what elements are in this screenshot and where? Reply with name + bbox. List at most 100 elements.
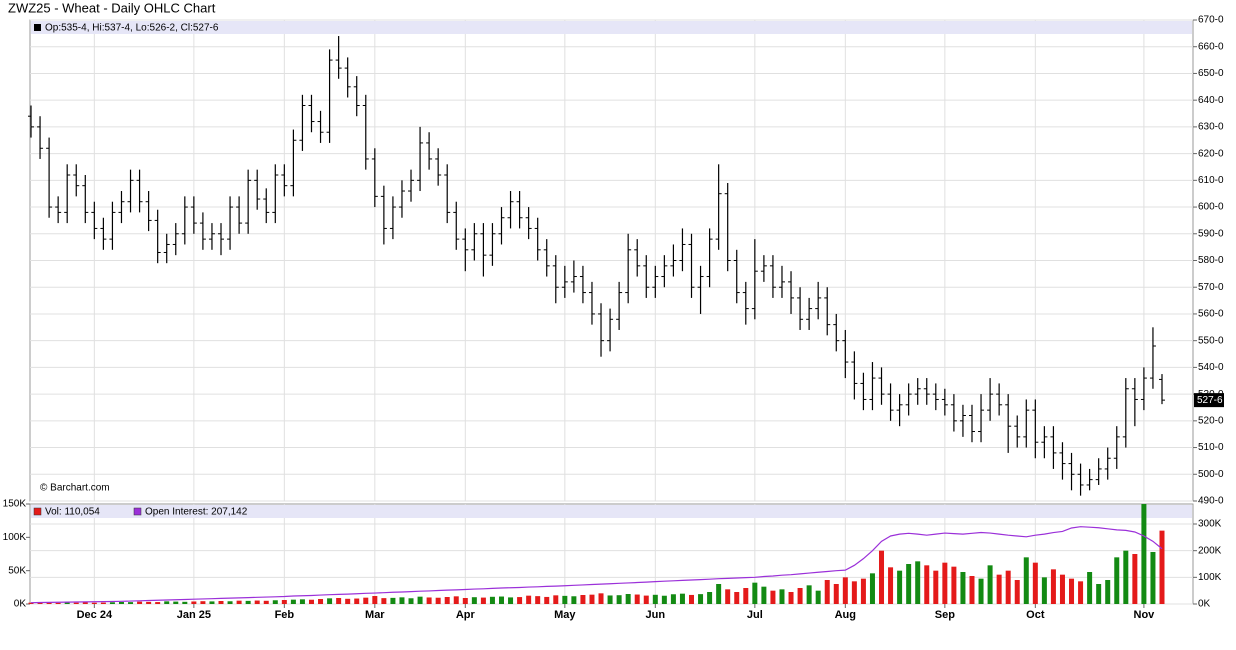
volume-bar — [996, 574, 1002, 604]
volume-bar — [444, 597, 450, 604]
volume-bar — [734, 592, 740, 604]
x-tick-label: Mar — [365, 609, 385, 621]
volume-bar — [951, 566, 957, 604]
volume-bar — [842, 577, 848, 604]
volume-bar — [879, 550, 885, 604]
volume-bar — [634, 594, 640, 604]
y2-tick-label: 100K — [1198, 572, 1222, 583]
volume-bar — [924, 565, 930, 604]
y-tick-label: 610-0 — [1198, 175, 1224, 186]
volume-bar — [779, 589, 785, 604]
volume-bar — [1014, 580, 1020, 604]
volume-bar — [987, 565, 993, 604]
volume-bar — [480, 597, 486, 604]
volume-bar — [788, 592, 794, 604]
x-tick-label: Apr — [456, 609, 476, 621]
volume-bar — [869, 573, 875, 604]
y-tick-label: 510-0 — [1198, 442, 1224, 453]
y-tick-label: 630-0 — [1198, 122, 1224, 133]
x-tick-label: Oct — [1026, 609, 1045, 621]
x-tick-label: Aug — [835, 609, 856, 621]
volume-bar — [1150, 552, 1156, 604]
volume-bar — [363, 597, 369, 604]
volume-bar — [55, 602, 61, 604]
volume-bar — [345, 598, 351, 604]
x-tick-label: Jun — [646, 609, 666, 621]
volume-bar — [761, 586, 767, 604]
volume-bar — [471, 597, 477, 604]
volume-bar — [28, 602, 34, 604]
volume-bar — [743, 588, 749, 604]
volume-bar — [109, 602, 115, 604]
volume-bar — [888, 567, 894, 604]
volume-bar — [128, 602, 134, 604]
x-tick-label: Jul — [747, 609, 763, 621]
volume-bar — [426, 597, 432, 604]
y2-tick-label: 300K — [1198, 519, 1222, 530]
y-tick-label: 580-0 — [1198, 255, 1224, 266]
y-tick-label: 100K — [3, 532, 27, 543]
volume-bar — [218, 601, 224, 604]
volume-bar — [933, 570, 939, 604]
volume-bar — [381, 598, 387, 604]
volume-bar — [806, 585, 812, 604]
volume-bar — [725, 589, 731, 604]
x-tick-label: Feb — [275, 609, 295, 621]
volume-bar — [607, 595, 613, 604]
ohlc-header: Op:535-4, Hi:537-4, Lo:526-2, Cl:527-6 — [45, 23, 219, 34]
volume-bar — [354, 598, 360, 604]
volume-bar — [453, 596, 459, 604]
source-label: © Barchart.com — [40, 483, 110, 494]
legend-swatch — [133, 507, 142, 516]
volume-bar — [299, 599, 305, 604]
y-tick-label: 550-0 — [1198, 335, 1224, 346]
volume-bar — [707, 592, 713, 604]
legend-label: Open Interest: 207,142 — [145, 507, 248, 518]
y-tick-label: 150K — [3, 499, 27, 510]
volume-bar — [372, 596, 378, 604]
volume-bar — [254, 600, 260, 604]
volume-bar — [1132, 554, 1138, 604]
y-tick-label: 490-0 — [1198, 496, 1224, 507]
volume-bar — [182, 601, 188, 604]
volume-bar — [489, 596, 495, 604]
volume-bar — [716, 584, 722, 604]
volume-bar — [1050, 569, 1056, 604]
volume-bar — [797, 588, 803, 604]
volume-bar — [118, 602, 124, 604]
volume-bar — [46, 602, 52, 604]
x-tick-label: Dec 24 — [77, 609, 113, 621]
volume-bar — [698, 594, 704, 604]
volume-bar — [146, 601, 152, 604]
volume-bar — [209, 601, 215, 604]
volume-bar — [64, 602, 70, 604]
volume-bar — [752, 582, 758, 604]
volume-bar — [679, 593, 685, 604]
volume-bar — [1023, 557, 1029, 604]
volume-bar — [508, 597, 514, 604]
open-interest-line — [30, 526, 1163, 604]
volume-bar — [408, 598, 414, 604]
volume-bar — [435, 597, 441, 604]
y-tick-label: 650-0 — [1198, 68, 1224, 79]
x-tick-label: May — [554, 609, 576, 621]
volume-bar — [227, 601, 233, 604]
volume-bar — [37, 603, 43, 604]
volume-bar — [1114, 557, 1120, 604]
volume-bar — [833, 584, 839, 604]
volume-bar — [137, 601, 143, 604]
last-price-tag — [1194, 393, 1224, 408]
x-tick-label: Jan 25 — [177, 609, 211, 621]
volume-bar — [942, 562, 948, 604]
volume-bar — [399, 597, 405, 604]
volume-bar — [897, 570, 903, 604]
volume-bar — [155, 602, 161, 604]
volume-bar — [978, 578, 984, 604]
volume-bar — [336, 598, 342, 604]
x-tick-label: Nov — [1134, 609, 1156, 621]
volume-bar — [824, 580, 830, 604]
volume-bar — [553, 595, 559, 604]
volume-bar — [462, 598, 468, 604]
y-tick-label: 520-0 — [1198, 415, 1224, 426]
